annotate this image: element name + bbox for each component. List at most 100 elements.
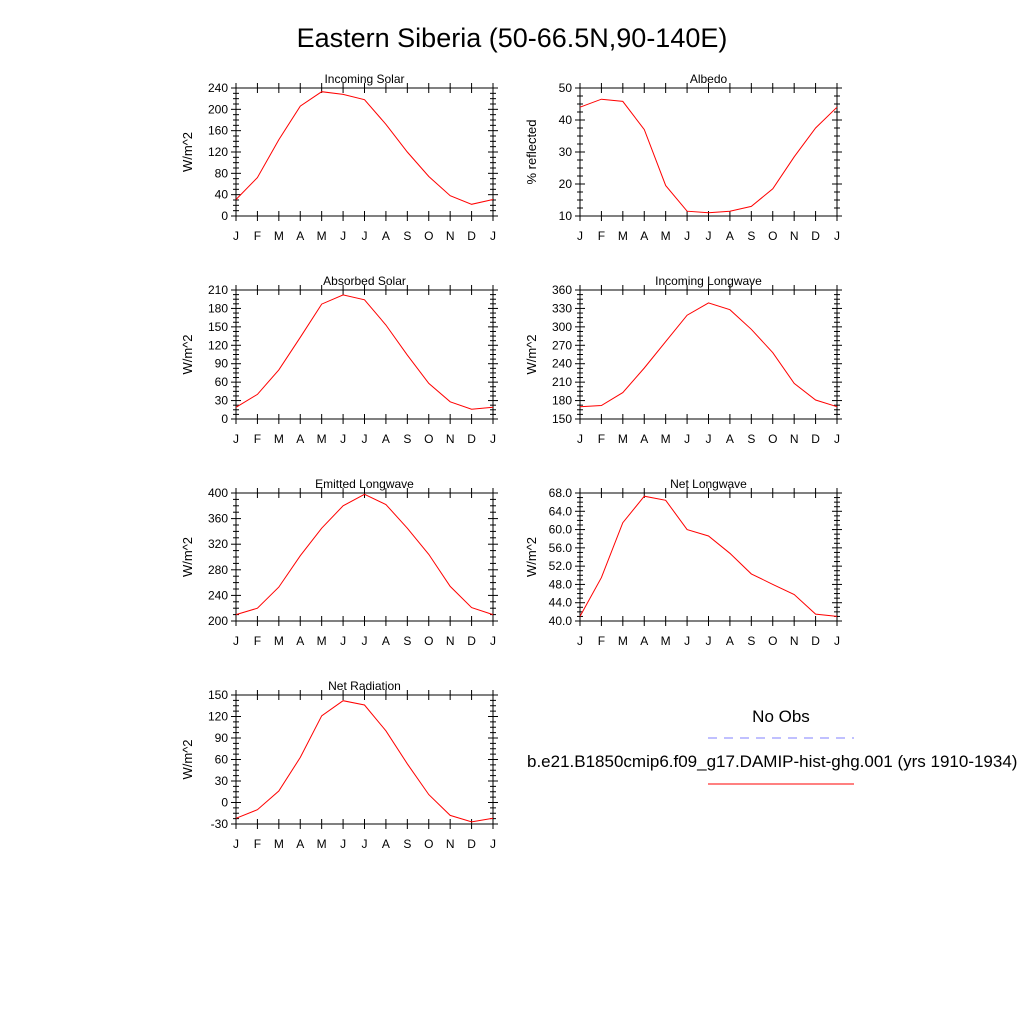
panel-5: Net Longwave W/m^2 40.0 44.0 48.0 52.0 56.0 60.… (524, 477, 842, 648)
x-tick-label: J (577, 229, 583, 243)
y-tick-label: 360 (208, 512, 228, 526)
x-tick-label: M (661, 229, 671, 243)
y-tick-label: 0 (221, 796, 228, 810)
y-tick-label: 180 (208, 301, 228, 315)
x-tick-label: M (618, 634, 628, 648)
y-axis-label: W/m^2 (180, 132, 195, 172)
x-tick-label: A (726, 229, 734, 243)
y-tick-label: 330 (552, 301, 572, 315)
x-tick-label: A (640, 634, 648, 648)
x-tick-label: F (254, 432, 261, 446)
x-tick-label: J (834, 432, 840, 446)
x-tick-label: S (747, 432, 755, 446)
y-tick-label: 56.0 (549, 541, 573, 555)
x-tick-label: J (362, 229, 368, 243)
x-tick-label: F (254, 634, 261, 648)
x-tick-label: A (382, 229, 390, 243)
x-tick-label: A (296, 634, 304, 648)
y-tick-label: 210 (208, 283, 228, 297)
x-tick-label: J (340, 229, 346, 243)
x-tick-label: D (467, 432, 476, 446)
x-tick-label: S (747, 634, 755, 648)
x-tick-label: M (618, 432, 628, 446)
x-tick-label: J (490, 432, 496, 446)
x-tick-label: M (661, 432, 671, 446)
y-tick-label: 200 (208, 102, 228, 116)
x-tick-label: J (834, 229, 840, 243)
x-tick-label: M (274, 837, 284, 851)
y-tick-label: 30 (215, 394, 229, 408)
x-tick-label: M (317, 634, 327, 648)
y-tick-label: 400 (208, 486, 228, 500)
x-tick-label: N (790, 229, 799, 243)
y-tick-label: 360 (552, 283, 572, 297)
x-tick-label: F (254, 229, 261, 243)
y-tick-label: 44.0 (549, 596, 573, 610)
y-tick-label: 90 (215, 357, 229, 371)
x-tick-label: J (577, 432, 583, 446)
y-tick-label: 60 (215, 375, 229, 389)
x-tick-label: F (254, 837, 261, 851)
legend-obs-label: No Obs (752, 707, 810, 726)
x-tick-label: J (577, 634, 583, 648)
x-tick-label: J (684, 229, 690, 243)
x-tick-label: M (274, 432, 284, 446)
y-tick-label: -30 (211, 817, 229, 831)
y-tick-label: 60.0 (549, 523, 573, 537)
x-tick-label: A (382, 634, 390, 648)
x-tick-label: O (424, 634, 433, 648)
x-tick-label: N (446, 432, 455, 446)
x-tick-label: O (768, 229, 777, 243)
x-tick-label: S (747, 229, 755, 243)
y-axis-label: W/m^2 (524, 334, 539, 374)
x-tick-label: J (490, 229, 496, 243)
y-tick-label: 240 (208, 81, 228, 95)
x-tick-label: D (811, 229, 820, 243)
x-tick-label: J (362, 432, 368, 446)
x-tick-label: A (296, 229, 304, 243)
y-tick-label: 30 (559, 145, 573, 159)
x-tick-label: A (296, 432, 304, 446)
y-tick-label: 0 (221, 209, 228, 223)
x-tick-label: M (274, 634, 284, 648)
x-tick-label: A (382, 432, 390, 446)
model-series-line (235, 700, 494, 823)
x-tick-label: N (446, 229, 455, 243)
panel-title: Net Longwave (670, 477, 747, 491)
x-tick-label: N (446, 634, 455, 648)
x-tick-label: M (274, 229, 284, 243)
panel-3: Incoming Longwave W/m^2 150 180 210 240 270 300… (524, 274, 842, 446)
y-tick-label: 120 (208, 710, 228, 724)
x-tick-label: A (640, 229, 648, 243)
y-tick-label: 40.0 (549, 614, 573, 628)
x-tick-label: M (317, 432, 327, 446)
x-tick-label: O (424, 432, 433, 446)
y-tick-label: 120 (208, 338, 228, 352)
y-tick-label: 240 (208, 588, 228, 602)
x-tick-label: S (403, 432, 411, 446)
x-tick-label: J (233, 634, 239, 648)
x-tick-label: S (403, 634, 411, 648)
x-tick-label: F (598, 634, 605, 648)
y-tick-label: 320 (208, 537, 228, 551)
x-tick-label: J (706, 634, 712, 648)
y-tick-label: 150 (208, 688, 228, 702)
plot-frame (235, 492, 494, 622)
figure-title: Eastern Siberia (50-66.5N,90-140E) (297, 23, 728, 53)
plot-frame (235, 289, 494, 420)
y-tick-label: 40 (559, 113, 573, 127)
y-tick-label: 160 (208, 124, 228, 138)
y-tick-label: 180 (552, 394, 572, 408)
y-tick-label: 90 (215, 731, 229, 745)
y-tick-label: 40 (215, 188, 229, 202)
plot-frame (235, 694, 494, 825)
x-tick-label: J (834, 634, 840, 648)
y-axis-label: W/m^2 (180, 739, 195, 779)
x-tick-label: J (233, 432, 239, 446)
x-tick-label: D (467, 634, 476, 648)
x-tick-label: J (340, 432, 346, 446)
y-tick-label: 50 (559, 81, 573, 95)
